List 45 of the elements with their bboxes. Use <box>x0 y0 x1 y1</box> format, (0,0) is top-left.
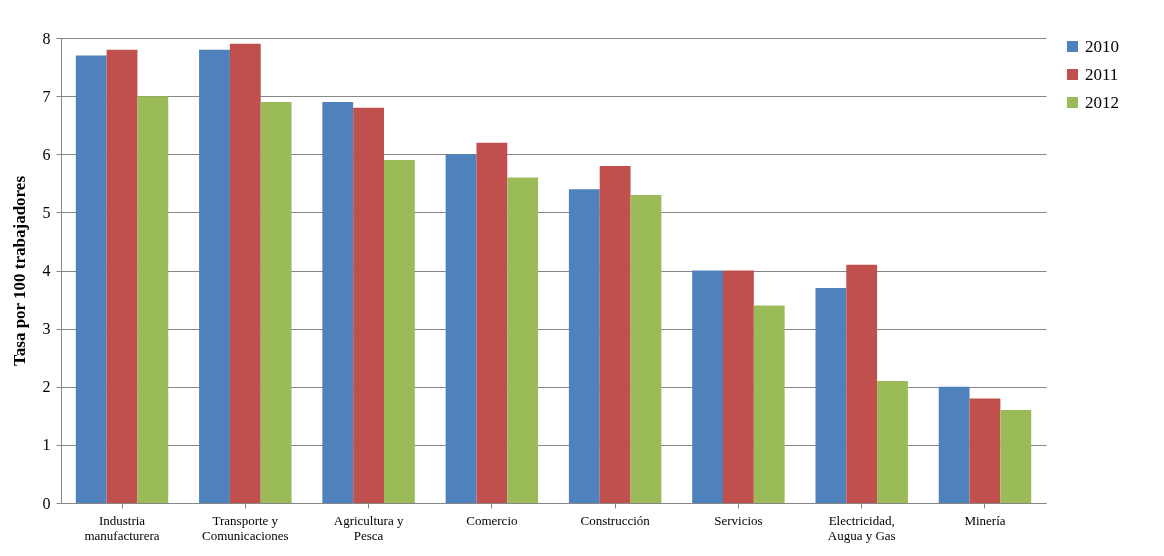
x-tick-label: Agricultura y Pesca <box>333 512 404 543</box>
bar <box>199 49 230 503</box>
bar <box>815 287 847 503</box>
bar <box>445 154 477 503</box>
bar <box>106 49 138 503</box>
bar <box>322 101 354 503</box>
bar <box>353 107 384 503</box>
x-tick-label: Construcción <box>580 512 651 528</box>
x-tick-label: Industria manufacturera <box>84 512 160 543</box>
legend-label: 2011 <box>1085 64 1119 84</box>
y-axis-title: Tasa por 100 trabajadores <box>9 175 29 367</box>
bar <box>1000 410 1032 503</box>
bar <box>938 386 970 503</box>
legend-label: 2012 <box>1085 92 1119 112</box>
y-tick-label: 6 <box>42 145 51 163</box>
y-tick-label: 2 <box>42 378 51 396</box>
bar <box>75 55 107 503</box>
bar <box>630 194 662 503</box>
bar <box>229 43 261 503</box>
bar <box>507 177 539 503</box>
y-tick-label: 0 <box>42 494 51 512</box>
bar <box>260 101 292 503</box>
y-tick-label: 1 <box>42 436 51 454</box>
bar <box>969 398 1001 503</box>
y-tick-label: 4 <box>42 262 51 279</box>
x-tick-label: Servicios <box>714 512 763 528</box>
bar <box>846 264 878 503</box>
y-tick-label: 7 <box>42 87 51 105</box>
bar <box>877 380 908 503</box>
legend-label: 2010 <box>1085 36 1119 56</box>
y-tick-label: 3 <box>42 320 51 338</box>
bar <box>723 270 754 503</box>
x-tick-label: Electricidad, Augua y Gas <box>827 512 896 543</box>
y-tick-label: 5 <box>42 203 51 221</box>
x-tick-label: Transporte y Comunicaciones <box>201 512 289 543</box>
y-tick-label: 8 <box>42 29 51 47</box>
bar <box>692 270 724 503</box>
bar <box>568 189 600 503</box>
bar <box>137 96 169 503</box>
bar <box>383 160 415 503</box>
bar <box>599 165 631 503</box>
bar <box>476 142 508 503</box>
x-tick-label: Minería <box>964 512 1006 528</box>
x-tick-label: Comercio <box>466 512 518 528</box>
bar <box>753 305 785 503</box>
